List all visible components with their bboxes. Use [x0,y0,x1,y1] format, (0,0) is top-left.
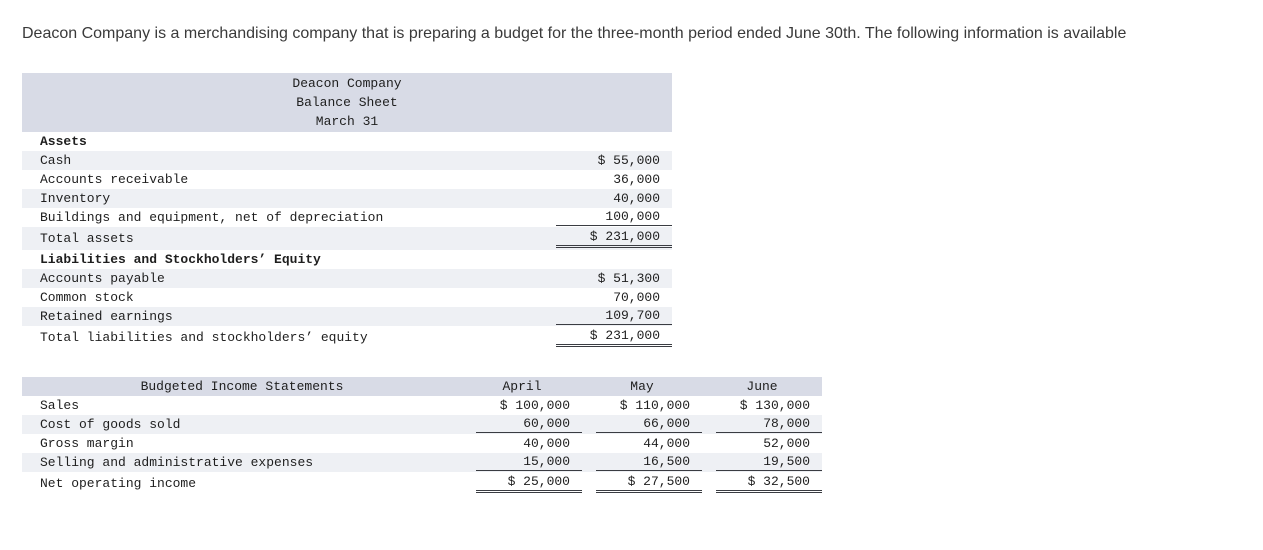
row-value: $ 55,000 [597,152,660,168]
balance-sheet-title-row: Deacon Company Balance Sheet March 31 [22,73,672,133]
row-label: Accounts payable [40,271,165,287]
value-may: $ 110,000 [619,397,690,413]
row-label: Gross margin [40,436,134,452]
value-april: $ 100,000 [499,397,570,413]
total-value: $ 231,000 [556,328,672,348]
row-label: Selling and administrative expenses [40,455,314,471]
statement-name: Balance Sheet [296,95,398,111]
value-june: 52,000 [763,435,810,451]
row-label: Accounts receivable [40,172,189,188]
value-june: 19,500 [716,454,822,472]
balance-row-total-liabilities-equity: Total liabilities and stockholders’ equi… [22,326,672,349]
company-name: Deacon Company [292,76,402,92]
intro-text: Deacon Company is a merchandising compan… [22,25,1127,42]
row-value: 109,700 [556,308,672,326]
income-row-gross-margin: Gross margin 40,000 44,000 52,000 [22,434,822,453]
balance-row-common-stock: Common stock 70,000 [22,288,672,307]
value-june: $ 32,500 [716,474,822,494]
section-header-assets: Assets [22,132,672,151]
page: Deacon Company is a merchandising compan… [22,25,1127,495]
row-label: Retained earnings [40,309,173,325]
column-header-april: April [462,377,582,397]
row-value: $ 51,300 [597,270,660,286]
value-april: 60,000 [476,416,582,434]
row-label: Cash [40,153,72,169]
balance-row-accounts-payable: Accounts payable $ 51,300 [22,269,672,289]
income-statements-table: Budgeted Income Statements April May Jun… [22,377,822,495]
total-label: Total liabilities and stockholders’ equi… [40,330,368,346]
balance-sheet-table: Deacon Company Balance Sheet March 31 As… [22,73,672,349]
row-value: 100,000 [556,209,672,227]
balance-row-accounts-receivable: Accounts receivable 36,000 [22,170,672,189]
value-april: 15,000 [476,454,582,472]
value-june: $ 130,000 [739,397,810,413]
row-value: 36,000 [613,171,660,187]
income-row-sales: Sales $ 100,000 $ 110,000 $ 130,000 [22,396,822,415]
balance-row-cash: Cash $ 55,000 [22,151,672,171]
balance-row-retained-earnings: Retained earnings 109,700 [22,307,672,327]
row-label: Common stock [40,290,134,306]
row-label: Sales [40,398,80,414]
row-label: Buildings and equipment, net of deprecia… [40,210,384,226]
assets-header-label: Assets [40,134,87,150]
row-value: 70,000 [613,289,660,305]
total-value: $ 231,000 [556,229,672,249]
balance-row-inventory: Inventory 40,000 [22,189,672,209]
income-row-selling-admin-expenses: Selling and administrative expenses 15,0… [22,453,822,473]
row-label: Net operating income [40,476,197,492]
statement-date: March 31 [315,114,379,130]
value-april: $ 25,000 [476,474,582,494]
value-may: 16,500 [596,454,702,472]
income-row-cost-of-goods-sold: Cost of goods sold 60,000 66,000 78,000 [22,415,822,435]
section-header-liabilities-equity: Liabilities and Stockholders’ Equity [22,250,672,269]
value-may: $ 27,500 [596,474,702,494]
column-header-june: June [702,377,822,397]
row-label: Cost of goods sold [40,417,181,433]
value-april: 40,000 [523,435,570,451]
income-statements-title: Budgeted Income Statements [22,377,462,397]
value-may: 66,000 [596,416,702,434]
row-value: 40,000 [613,190,660,206]
column-header-may: May [582,377,702,397]
row-label: Inventory [40,191,111,207]
income-row-net-operating-income: Net operating income $ 25,000 $ 27,500 $… [22,472,822,495]
balance-row-buildings-equipment: Buildings and equipment, net of deprecia… [22,208,672,227]
value-june: 78,000 [716,416,822,434]
value-may: 44,000 [643,435,690,451]
income-statements-header-row: Budgeted Income Statements April May Jun… [22,377,822,397]
total-label: Total assets [40,231,134,247]
liabilities-header-label: Liabilities and Stockholders’ Equity [40,252,321,268]
balance-row-total-assets: Total assets $ 231,000 [22,227,672,251]
